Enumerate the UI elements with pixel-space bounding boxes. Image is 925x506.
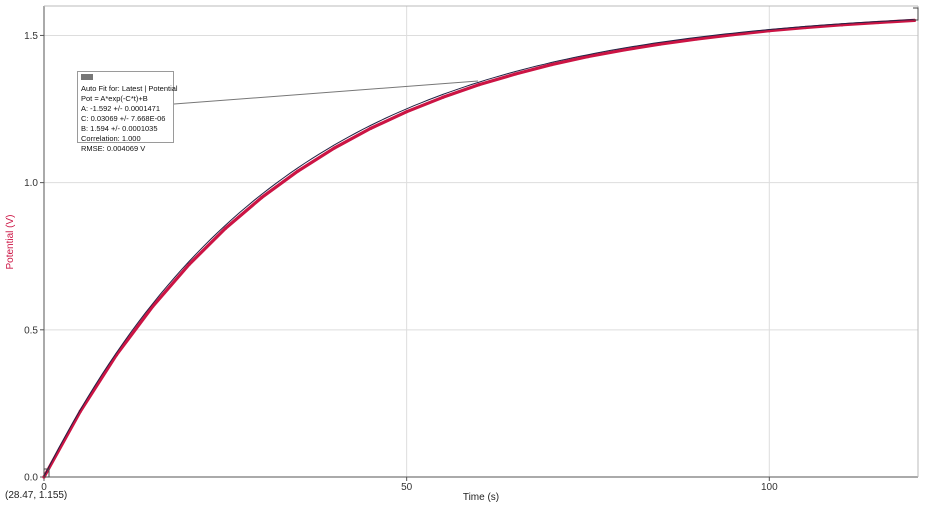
x-tick-label: 100 xyxy=(761,482,778,493)
x-tick-label: 0 xyxy=(41,482,47,493)
data-point xyxy=(223,226,227,231)
fit-correlation: Correlation: 1.000 xyxy=(81,134,141,143)
data-point xyxy=(658,42,663,46)
data-point xyxy=(441,95,445,99)
data-point xyxy=(550,62,554,67)
data-point xyxy=(513,72,518,76)
data-point xyxy=(405,110,409,114)
data-point xyxy=(296,169,300,173)
auto-fit-annotation[interactable]: Auto Fit for: Latest | Potential Pot = A… xyxy=(77,71,178,153)
data-point xyxy=(187,262,191,267)
y-tick-label: 1.5 xyxy=(24,31,38,42)
annotation-handle-icon[interactable] xyxy=(81,74,93,80)
data-point xyxy=(368,126,372,131)
grid xyxy=(44,6,918,477)
data-point xyxy=(332,146,336,150)
y-tick-label: 0.5 xyxy=(24,325,38,336)
fit-equation: Pot = A*exp(-C*t)+B xyxy=(81,94,148,103)
data-point xyxy=(477,82,481,87)
fit-param-b: B: 1.594 +/- 0.0001035 xyxy=(81,124,158,133)
fit-param-a: A: -1.592 +/- 0.0001471 xyxy=(81,104,161,113)
fit-curve-line xyxy=(43,19,915,477)
x-axis-label: Time (s) xyxy=(463,492,499,503)
end-bracket-marker[interactable] xyxy=(913,7,919,21)
y-tick-label: 0.0 xyxy=(24,473,38,484)
fit-rmse: RMSE: 0.004069 V xyxy=(81,144,146,153)
y-tick-label: 1.0 xyxy=(24,178,38,189)
fit-param-c: C: 0.03069 +/- 7.668E-06 xyxy=(81,114,166,123)
fit-title: Auto Fit for: Latest | Potential xyxy=(81,84,178,93)
data-point xyxy=(586,55,590,59)
start-marker[interactable] xyxy=(43,468,50,478)
annotation-leader-line xyxy=(173,80,479,105)
data-point xyxy=(695,37,699,41)
data-point xyxy=(622,48,626,52)
x-tick-label: 50 xyxy=(401,482,413,493)
data-point xyxy=(151,304,155,308)
y-axis-label: Potential (V) xyxy=(5,214,16,269)
tick-labels: 0 50 100 0.0 0.5 1.0 1.5 xyxy=(24,31,778,493)
axes xyxy=(43,5,919,478)
coordinate-readout: (28.47, 1.155) xyxy=(5,490,68,501)
data-point xyxy=(259,196,264,200)
